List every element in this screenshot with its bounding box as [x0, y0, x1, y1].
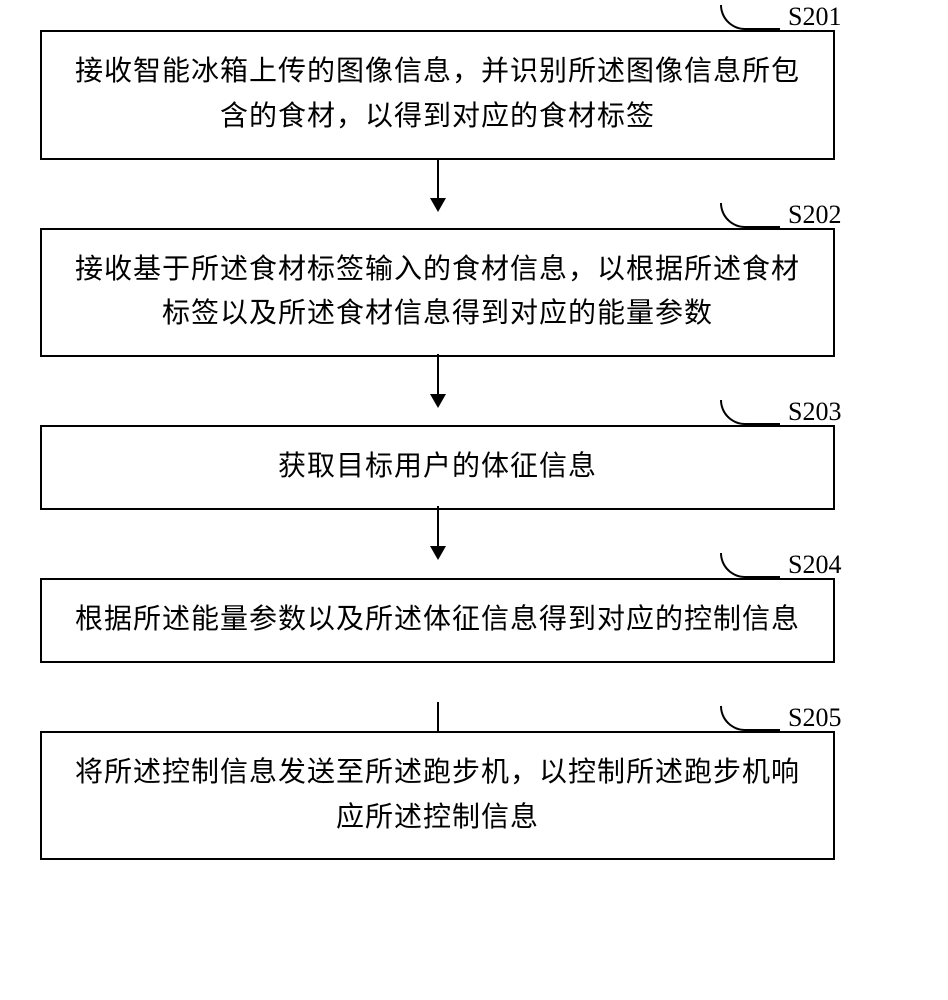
step-5-box: 将所述控制信息发送至所述跑步机，以控制所述跑步机响应所述控制信息: [40, 731, 835, 861]
step-1-container: S201 接收智能冰箱上传的图像信息，并识别所述图像信息所包含的食材，以得到对应…: [40, 30, 908, 160]
arrow-3-4: [437, 506, 439, 558]
step-3-id: S203: [788, 397, 841, 427]
label-connector-4: [720, 553, 780, 578]
step-4-box: 根据所述能量参数以及所述体征信息得到对应的控制信息: [40, 578, 835, 663]
step-2-text: 接收基于所述食材标签输入的食材信息，以根据所述食材标签以及所述食材信息得到对应的…: [70, 248, 805, 338]
step-2-label: S202: [720, 200, 841, 230]
step-4-container: S204 根据所述能量参数以及所述体征信息得到对应的控制信息: [40, 578, 908, 663]
label-connector-3: [720, 400, 780, 425]
label-connector-5: [720, 706, 780, 731]
arrow-1-2: [437, 158, 439, 210]
label-connector-1: [720, 5, 780, 30]
step-5-id: S205: [788, 703, 841, 733]
step-2-id: S202: [788, 200, 841, 230]
step-3-box: 获取目标用户的体征信息: [40, 425, 835, 510]
flowchart-container: S201 接收智能冰箱上传的图像信息，并识别所述图像信息所包含的食材，以得到对应…: [40, 30, 908, 860]
arrow-2-3: [437, 354, 439, 406]
step-4-label: S204: [720, 550, 841, 580]
step-1-id: S201: [788, 2, 841, 32]
step-5-container: S205 将所述控制信息发送至所述跑步机，以控制所述跑步机响应所述控制信息: [40, 731, 908, 861]
step-3-label: S203: [720, 397, 841, 427]
step-2-container: S202 接收基于所述食材标签输入的食材信息，以根据所述食材标签以及所述食材信息…: [40, 228, 908, 358]
step-3-text: 获取目标用户的体征信息: [278, 445, 597, 490]
step-3-container: S203 获取目标用户的体征信息: [40, 425, 908, 510]
step-4-text: 根据所述能量参数以及所述体征信息得到对应的控制信息: [75, 598, 800, 643]
step-4-id: S204: [788, 550, 841, 580]
label-connector-2: [720, 203, 780, 228]
step-5-label: S205: [720, 703, 841, 733]
step-1-text: 接收智能冰箱上传的图像信息，并识别所述图像信息所包含的食材，以得到对应的食材标签: [70, 50, 805, 140]
step-1-box: 接收智能冰箱上传的图像信息，并识别所述图像信息所包含的食材，以得到对应的食材标签: [40, 30, 835, 160]
step-1-label: S201: [720, 2, 841, 32]
step-2-box: 接收基于所述食材标签输入的食材信息，以根据所述食材标签以及所述食材信息得到对应的…: [40, 228, 835, 358]
step-5-text: 将所述控制信息发送至所述跑步机，以控制所述跑步机响应所述控制信息: [70, 751, 805, 841]
